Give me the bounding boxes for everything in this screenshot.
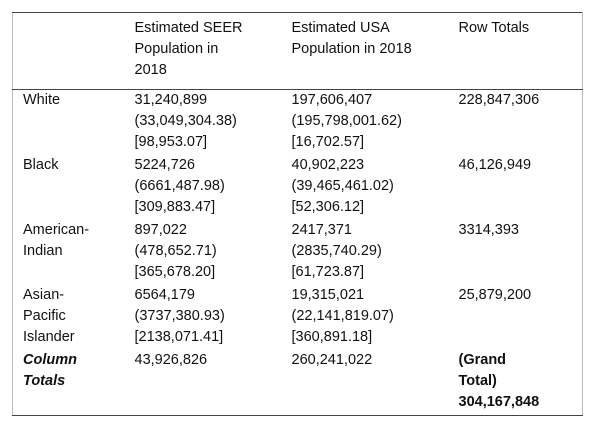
cell-line: Totals (23, 373, 66, 389)
cell-line: [52,306.12] (291, 199, 365, 215)
column-header: Estimated USA Population in 2018 (281, 12, 449, 90)
cell-line: 897,022 (134, 222, 187, 238)
cell-line: [365,678.20] (134, 264, 216, 280)
cell-line: 197,606,407 (291, 92, 373, 108)
cell-line: (2835,740.29) (291, 243, 382, 259)
cell-line: 6564,179 (134, 287, 195, 303)
table-body: White 31,240,899 (33,049,304.38) [98,953.07… (13, 90, 583, 416)
data-table: Estimated SEER Population in 2018 Estimated… (12, 12, 583, 416)
grand-total: (Grand Total) 304,167,848 (449, 350, 583, 416)
cell-line: 40,902,223 (291, 157, 365, 173)
cell-line: [360,891.18] (291, 329, 373, 345)
cell-line: Population in (134, 41, 219, 57)
cell-line: (Grand (458, 352, 507, 368)
cell-line: [98,953.07] (134, 134, 208, 150)
cell-line: American- (23, 222, 90, 238)
table-row: Black 5224,726 (6661,487.98) [309,883.47] 40… (13, 155, 583, 220)
cell-line: 43,926,826 (134, 352, 208, 368)
cell-line: (3737,380.93) (134, 308, 225, 324)
cell-line: Population in 2018 (291, 41, 412, 57)
cell-line: (22,141,819.07) (291, 308, 394, 324)
cell-line: Islander (23, 329, 75, 345)
cell-line: 5224,726 (134, 157, 195, 173)
cell-line: 46,126,949 (458, 157, 532, 173)
cell-line: Asian- (23, 287, 65, 303)
column-total: 260,241,022 (282, 350, 449, 416)
cell-line: 228,847,306 (458, 92, 540, 108)
row-label: Asian- Pacific Islander (13, 285, 125, 350)
cell-line: [309,883.47] (134, 199, 216, 215)
row-label: American- Indian (13, 220, 125, 285)
table-row: Asian- Pacific Islander 6564,179 (3737,380.9… (13, 285, 583, 350)
cell-line: Estimated USA (291, 20, 390, 36)
table-cell: 31,240,899 (33,049,304.38) [98,953.07] (125, 90, 282, 156)
cell-line: Pacific (23, 308, 66, 324)
table-cell: 19,315,021 (22,141,819.07) [360,891.18] (282, 285, 449, 350)
totals-label: Column Totals (13, 350, 125, 416)
cell-line: 31,240,899 (134, 92, 208, 108)
table-row: White 31,240,899 (33,049,304.38) [98,953.07… (13, 90, 583, 156)
cell-line: 260,241,022 (291, 352, 373, 368)
table-row: American- Indian 897,022 (478,652.71) [365,6… (13, 220, 583, 285)
cell-line: 25,879,200 (458, 287, 532, 303)
cell-line: [2138,071.41] (134, 329, 224, 345)
cell-line: 2417,371 (291, 222, 352, 238)
header-row: Estimated SEER Population in 2018 Estimated… (12, 12, 583, 90)
column-header: Estimated SEER Population in 2018 (124, 12, 282, 90)
cell-line: (6661,487.98) (134, 178, 225, 194)
cell-line: Indian (23, 243, 63, 259)
cell-line: Total) (458, 373, 497, 389)
cell-line: 3314,393 (458, 222, 519, 238)
cell-line: White (23, 92, 61, 108)
column-total: 43,926,826 (125, 350, 282, 416)
table-cell: 897,022 (478,652.71) [365,678.20] (125, 220, 282, 285)
table-cell: 2417,371 (2835,740.29) [61,723.87] (282, 220, 449, 285)
cell-line: 19,315,021 (291, 287, 365, 303)
table-cell: 6564,179 (3737,380.93) [2138,071.41] (125, 285, 282, 350)
cell-line: Column (23, 352, 77, 368)
cell-line: [61,723.87] (291, 264, 365, 280)
cell-line: Black (23, 157, 59, 173)
totals-row: Column Totals 43,926,826 260,241,022 (Grand T… (13, 350, 583, 416)
cell-line: (478,652.71) (134, 243, 217, 259)
cell-line: (33,049,304.38) (134, 113, 237, 129)
corner-cell (12, 12, 125, 90)
table-cell: 25,879,200 (449, 285, 583, 350)
cell-line: 304,167,848 (458, 394, 540, 410)
cell-line: (195,798,001.62) (291, 113, 402, 129)
column-header: Row Totals (448, 12, 583, 90)
cell-line: Estimated SEER (134, 20, 243, 36)
table-cell: 5224,726 (6661,487.98) [309,883.47] (125, 155, 282, 220)
cell-line: 2018 (134, 62, 167, 78)
table-cell: 197,606,407 (195,798,001.62) [16,702.57] (282, 90, 449, 156)
row-label: White (13, 90, 125, 156)
table-cell: 40,902,223 (39,465,461.02) [52,306.12] (282, 155, 449, 220)
row-label: Black (13, 155, 125, 220)
table-cell: 46,126,949 (449, 155, 583, 220)
cell-line: Row Totals (458, 20, 530, 36)
table-cell: 3314,393 (449, 220, 583, 285)
cell-line: (39,465,461.02) (291, 178, 394, 194)
cell-line: [16,702.57] (291, 134, 365, 150)
table-cell: 228,847,306 (449, 90, 583, 156)
